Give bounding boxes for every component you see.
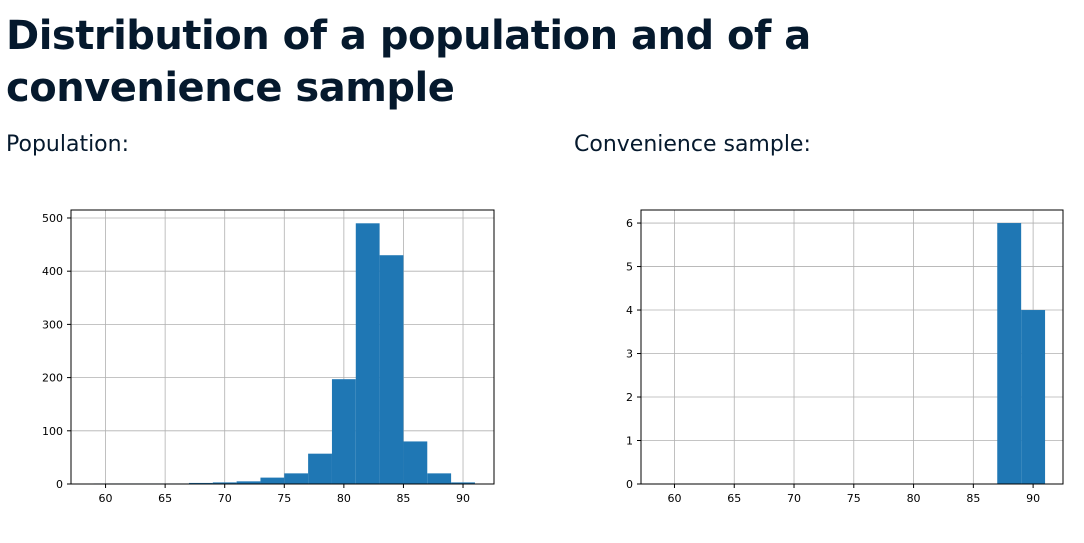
population-label: Population: bbox=[6, 132, 129, 157]
histogram-bar bbox=[379, 255, 404, 484]
x-tick-label: 80 bbox=[337, 492, 351, 505]
plot-frame bbox=[70, 209, 495, 485]
x-tick-label: 80 bbox=[907, 492, 921, 505]
y-tick-label: 200 bbox=[42, 372, 63, 385]
x-tick-label: 65 bbox=[727, 492, 741, 505]
x-tick-label: 90 bbox=[1026, 492, 1040, 505]
histogram-bar bbox=[188, 482, 213, 484]
y-tick-label: 500 bbox=[42, 212, 63, 225]
x-tick-label: 90 bbox=[456, 492, 470, 505]
histogram-bar bbox=[331, 379, 356, 484]
x-tick-label: 60 bbox=[99, 492, 113, 505]
x-tick-label: 85 bbox=[966, 492, 980, 505]
histogram-bar bbox=[355, 223, 380, 484]
y-tick-label: 5 bbox=[626, 261, 633, 274]
plot-frame bbox=[640, 209, 1064, 485]
histogram-bar bbox=[997, 223, 1022, 485]
page-title: Distribution of a population and of a co… bbox=[6, 13, 811, 111]
x-tick-label: 75 bbox=[277, 492, 291, 505]
histogram-bar bbox=[451, 482, 475, 484]
histogram-bar bbox=[284, 473, 309, 484]
histogram-bar bbox=[1021, 310, 1046, 484]
y-tick-label: 1 bbox=[626, 435, 633, 448]
x-tick-label: 70 bbox=[218, 492, 232, 505]
y-tick-label: 0 bbox=[56, 478, 63, 491]
histogram-bar bbox=[308, 453, 332, 484]
histogram-bar bbox=[427, 473, 452, 484]
histogram-bar bbox=[236, 481, 261, 484]
y-tick-label: 4 bbox=[626, 304, 633, 317]
y-tick-label: 300 bbox=[42, 318, 63, 331]
histogram-bar bbox=[260, 477, 285, 484]
x-tick-label: 85 bbox=[396, 492, 410, 505]
histogram-bar bbox=[403, 441, 428, 484]
x-tick-label: 65 bbox=[158, 492, 172, 505]
y-tick-label: 0 bbox=[626, 478, 633, 491]
y-tick-label: 100 bbox=[42, 425, 63, 438]
x-tick-label: 60 bbox=[667, 492, 681, 505]
histogram-bar bbox=[212, 482, 237, 484]
y-tick-label: 6 bbox=[626, 217, 633, 230]
population-histogram: 60 65 70 75 80 85 90 0 100 200 300 400 500 bbox=[42, 209, 495, 505]
x-tick-label: 75 bbox=[847, 492, 861, 505]
y-tick-label: 2 bbox=[626, 391, 633, 404]
y-tick-label: 400 bbox=[42, 265, 63, 278]
sample-histogram: 60 65 70 75 80 85 90 0 1 2 3 4 5 6 bbox=[626, 209, 1064, 505]
sample-label: Convenience sample: bbox=[574, 132, 811, 157]
y-tick-label: 3 bbox=[626, 348, 633, 361]
x-tick-label: 70 bbox=[787, 492, 801, 505]
